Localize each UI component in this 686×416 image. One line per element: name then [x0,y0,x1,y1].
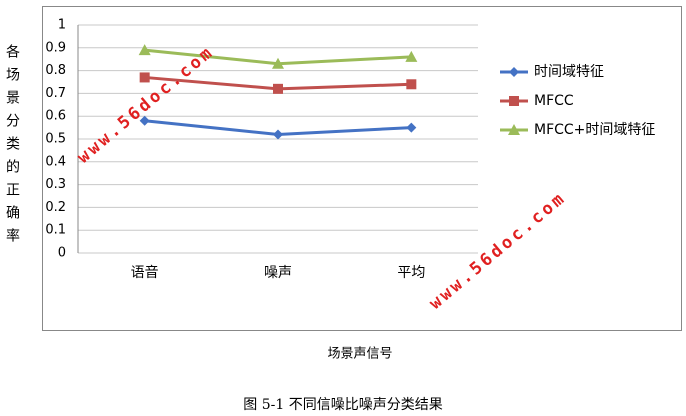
y-tick-label: 0.7 [45,86,66,101]
legend-label: 时间域特征 [534,64,604,80]
y-tick-label: 0.9 [45,40,66,55]
legend-marker [509,96,519,106]
marker [406,79,417,90]
chart-frame [42,6,682,331]
y-tick-label: 0.5 [45,132,66,147]
marker [139,72,150,83]
marker [406,122,417,133]
marker [273,129,283,140]
marker [138,44,151,56]
x-tick-label: 噪声 [264,265,292,281]
legend-label: MFCC [534,93,574,109]
marker [405,50,418,62]
y-tick-label: 0.1 [45,223,66,238]
marker [273,83,283,94]
y-tick-label: 0.2 [45,200,66,215]
y-tick-label: 1 [58,18,66,33]
marker [272,57,284,69]
y-tick-label: 0 [58,246,66,261]
legend-marker [509,67,519,77]
marker [139,115,150,126]
y-tick-label: 0.8 [45,63,66,78]
x-axis-label: 场景声信号 [327,347,392,362]
x-tick-label: 语音 [131,264,159,281]
y-tick-label: 0.3 [45,177,66,192]
y-axis-label: 各场景分类的正确率 [4,44,20,251]
legend-label: MFCC+时间域特征 [534,122,655,138]
legend-marker [508,124,520,135]
x-tick-label: 平均 [397,265,425,281]
caption: 图 5-1 不同信噪比噪声分类结果 [243,397,442,413]
y-tick-label: 0.6 [45,109,66,124]
y-tick-label: 0.4 [45,154,66,169]
